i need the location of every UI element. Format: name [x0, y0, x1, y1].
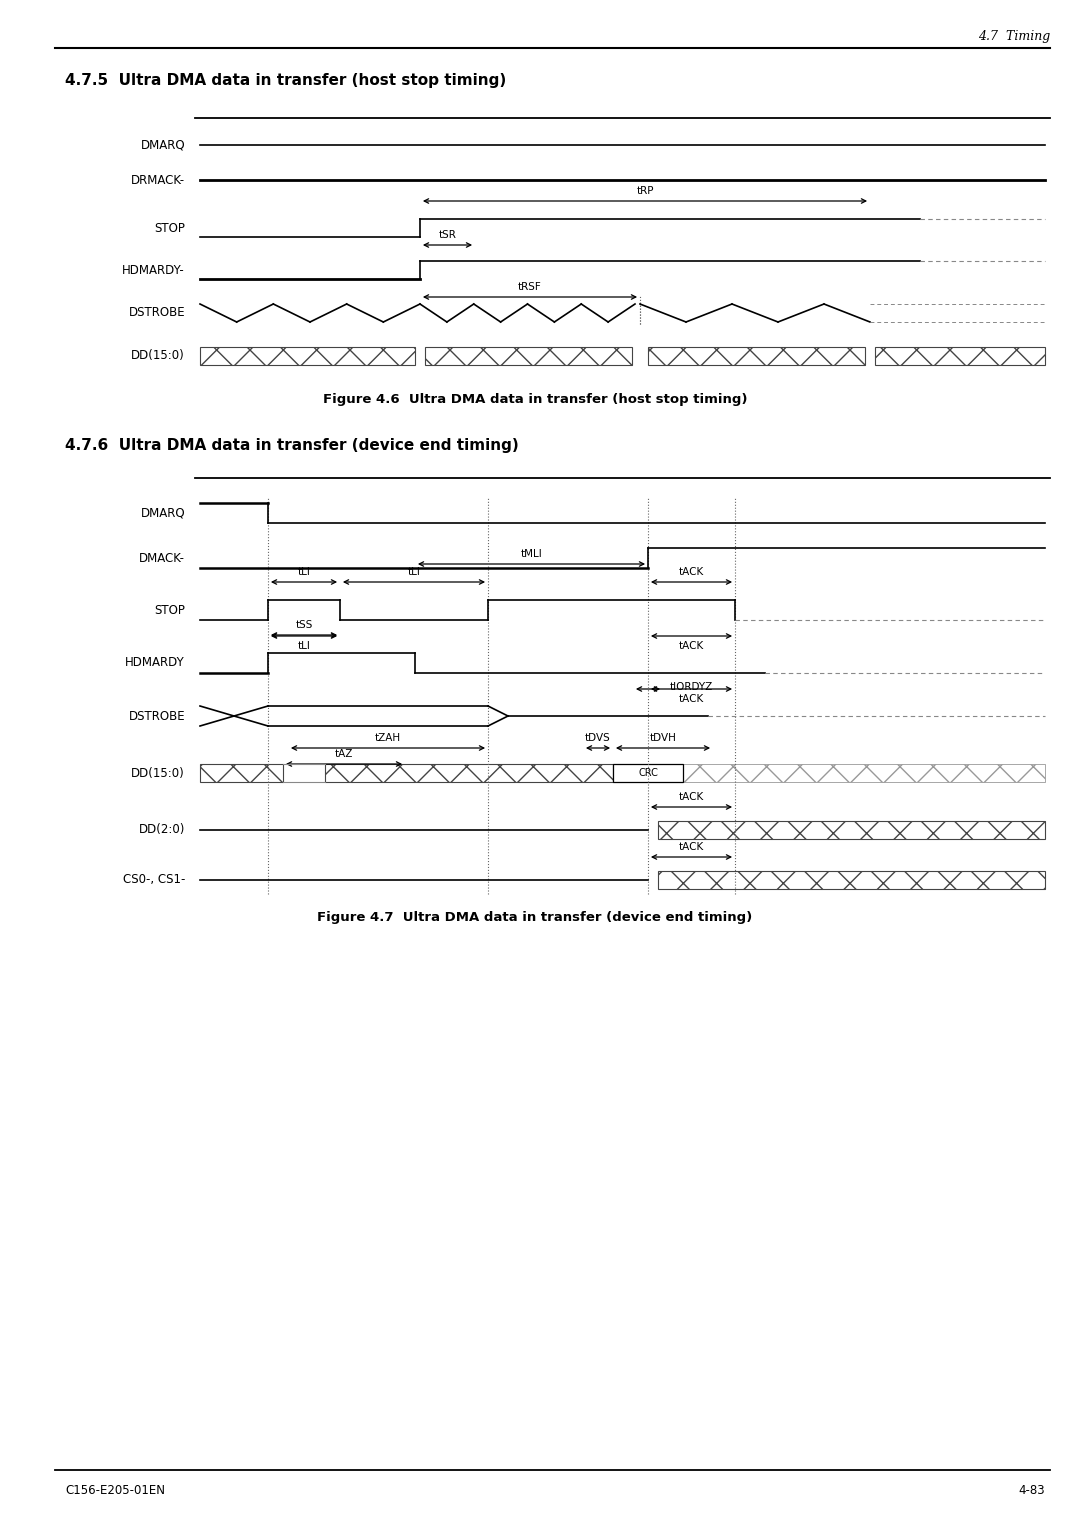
Text: DMARQ: DMARQ — [140, 506, 185, 520]
Text: tDVH: tDVH — [649, 733, 676, 743]
Text: tSS: tSS — [295, 620, 313, 630]
Text: 4.7.5  Ultra DMA data in transfer (host stop timing): 4.7.5 Ultra DMA data in transfer (host s… — [65, 73, 507, 89]
Text: tACK: tACK — [679, 792, 704, 802]
Text: Figure 4.7  Ultra DMA data in transfer (device end timing): Figure 4.7 Ultra DMA data in transfer (d… — [318, 912, 753, 924]
Bar — [613, 764, 683, 782]
Text: tMLI: tMLI — [521, 549, 542, 559]
Text: 4.7.6  Ultra DMA data in transfer (device end timing): 4.7.6 Ultra DMA data in transfer (device… — [65, 439, 518, 452]
Text: tAZ: tAZ — [335, 749, 353, 759]
Text: 4-83: 4-83 — [1018, 1484, 1045, 1496]
Text: DD(2:0): DD(2:0) — [138, 824, 185, 836]
Text: tDVS: tDVS — [585, 733, 611, 743]
Bar — [200, 347, 415, 365]
Text: CS0-, CS1-: CS0-, CS1- — [123, 874, 185, 886]
Bar — [658, 821, 1045, 839]
Text: 4.7  Timing: 4.7 Timing — [977, 31, 1050, 43]
Text: tLI: tLI — [298, 642, 310, 651]
Bar — [875, 347, 1045, 365]
Text: DMACK-: DMACK- — [139, 552, 185, 564]
Text: HDMARDY-: HDMARDY- — [122, 263, 185, 277]
Bar — [658, 871, 1045, 889]
Text: C156-E205-01EN: C156-E205-01EN — [65, 1484, 165, 1496]
Text: tZAH: tZAH — [375, 733, 401, 743]
Text: tLI: tLI — [407, 567, 420, 578]
Text: tACK: tACK — [679, 567, 704, 578]
Text: DMARQ: DMARQ — [140, 139, 185, 151]
Text: tLI: tLI — [298, 567, 310, 578]
Text: DSTROBE: DSTROBE — [129, 709, 185, 723]
Text: CRC: CRC — [638, 769, 658, 778]
Text: tIORDYZ: tIORDYZ — [670, 681, 713, 692]
Text: Figure 4.6  Ultra DMA data in transfer (host stop timing): Figure 4.6 Ultra DMA data in transfer (h… — [323, 394, 747, 406]
Text: tACK: tACK — [679, 842, 704, 853]
Text: STOP: STOP — [154, 222, 185, 234]
Bar — [325, 764, 613, 782]
Text: DD(15:0): DD(15:0) — [132, 767, 185, 779]
Text: tACK: tACK — [679, 642, 704, 651]
Text: DD(15:0): DD(15:0) — [132, 350, 185, 362]
Text: DRMACK-: DRMACK- — [131, 174, 185, 186]
Bar — [683, 764, 1045, 782]
Text: DSTROBE: DSTROBE — [129, 307, 185, 319]
Text: tRSF: tRSF — [518, 283, 542, 292]
Bar — [426, 347, 632, 365]
Bar — [648, 347, 865, 365]
Text: tRP: tRP — [636, 186, 653, 196]
Text: tSR: tSR — [438, 231, 457, 240]
Text: tACK: tACK — [679, 694, 704, 704]
Bar — [200, 764, 283, 782]
Text: STOP: STOP — [154, 604, 185, 616]
Text: HDMARDY: HDMARDY — [125, 657, 185, 669]
